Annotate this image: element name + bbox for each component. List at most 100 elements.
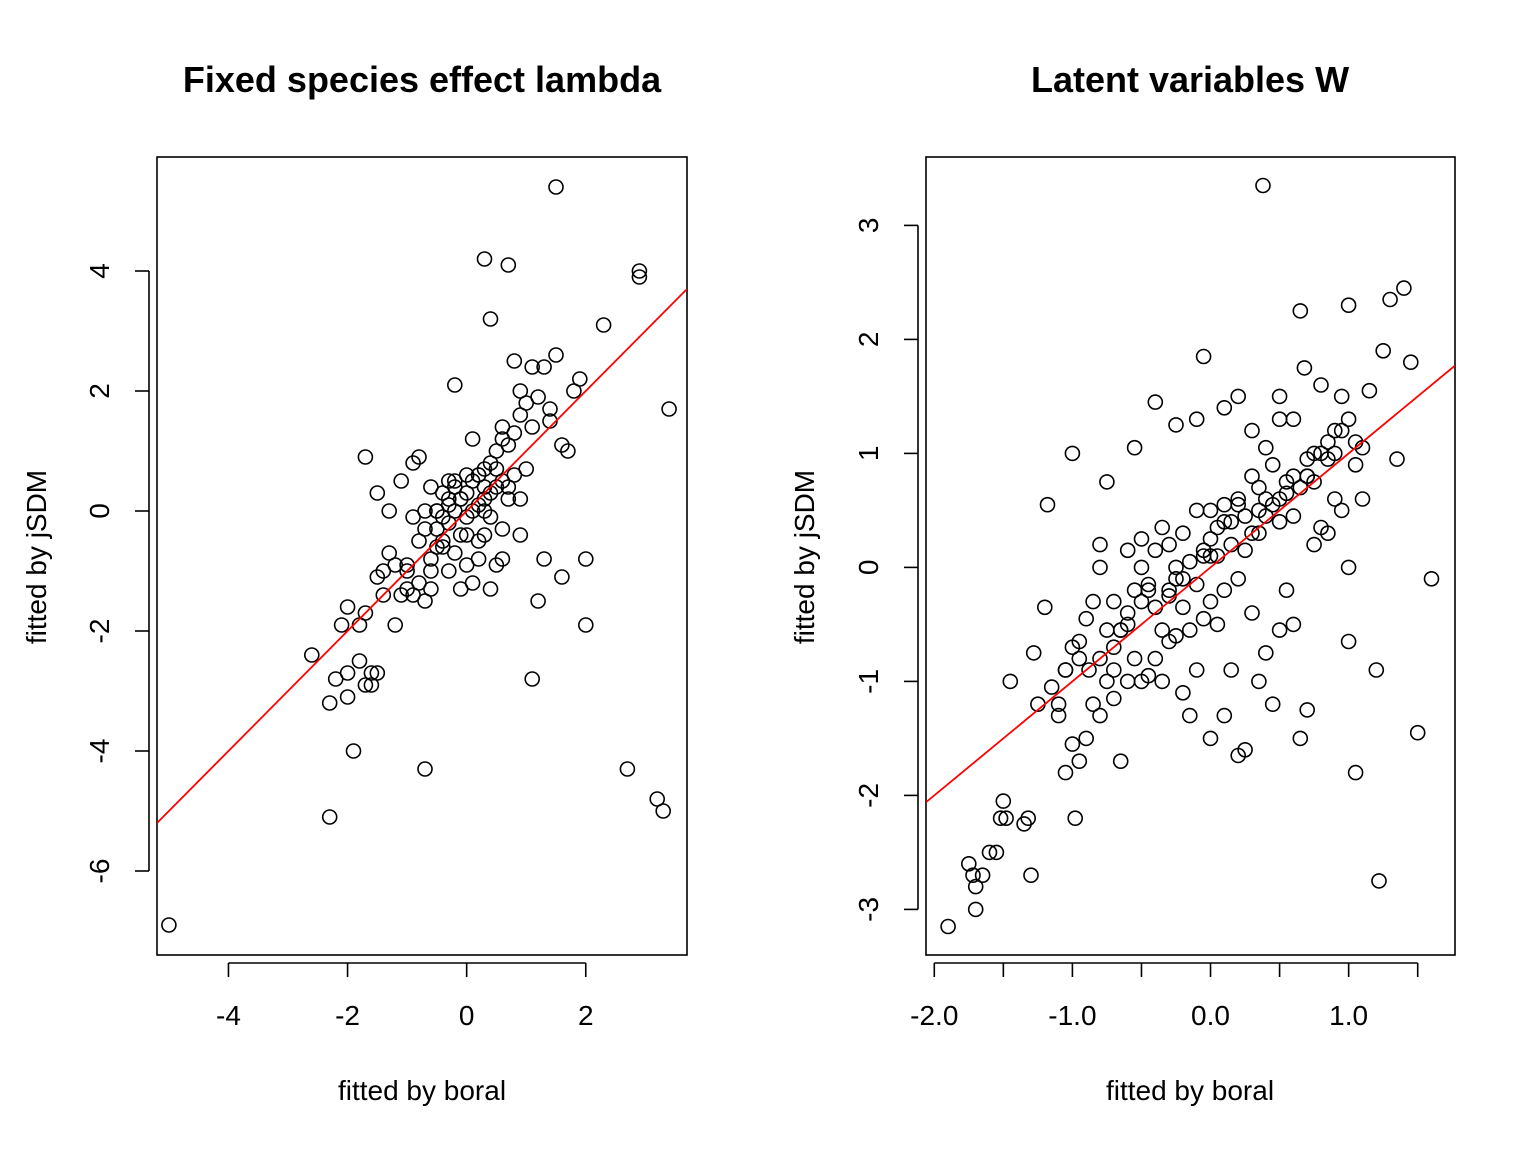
data-point [1285,508,1302,524]
data-point [1078,730,1094,747]
data-point [1333,388,1350,405]
data-point [1299,702,1315,718]
data-point [1161,582,1177,599]
data-point [321,809,338,825]
x-tick-label: -2 [335,1000,360,1031]
panel-latent-variables: Latent variables W fitted by boral fitte… [789,59,1456,1106]
data-point [476,251,493,267]
data-point [411,533,427,549]
reference-line [157,288,687,824]
data-point [1133,531,1150,547]
data-point [1182,622,1198,638]
data-point [1140,576,1157,593]
data-point [1202,730,1219,747]
data-point [548,347,564,363]
y-axis: -3 -2 -1 0 1 2 3 [853,218,919,922]
data-point [452,527,469,543]
y-tick-label: 0 [84,503,115,519]
data-point [1216,707,1233,724]
data-point [500,491,517,507]
data-point [1112,753,1129,770]
data-point [393,473,410,489]
y-tick-label: -1 [853,669,884,694]
data-point [1244,525,1260,542]
x-tick-label: -1.0 [1048,1000,1096,1031]
data-point [1099,673,1115,690]
data-point [619,761,636,777]
y-tick-label: -6 [84,859,115,884]
data-point [405,455,421,471]
data-point [1216,582,1233,599]
data-point [345,743,362,759]
data-point [974,867,991,884]
data-point [1216,496,1233,513]
data-point [960,855,977,872]
data-point [161,917,177,933]
data-point [1085,696,1101,713]
data-point [1085,593,1101,610]
data-point [1230,496,1246,513]
data-point [1168,570,1184,587]
data-point [423,563,439,579]
data-point [1092,536,1108,553]
data-point [1147,542,1164,559]
y-tick-label: 1 [853,446,884,462]
data-point [1147,650,1164,667]
data-point [1175,599,1191,616]
y-axis-label: fitted by jSDM [21,470,52,644]
data-point [530,593,546,609]
data-point [1175,525,1191,542]
data-point [649,791,666,807]
data-point [1230,388,1246,405]
data-point [1237,508,1253,524]
data-point [524,419,541,435]
data-point [1340,633,1357,650]
data-point [1251,673,1267,690]
data-point [1313,377,1329,393]
data-point [566,383,582,399]
data-point [1244,422,1260,439]
data-point [1258,645,1274,661]
y-tick-label: -3 [853,897,884,922]
data-point [482,311,499,327]
data-point [1278,485,1295,502]
data-point [1292,730,1309,747]
data-point [476,503,493,519]
data-point [967,878,984,895]
data-point [1133,593,1150,610]
data-point [434,539,451,555]
data-point [333,617,350,633]
data-point [631,269,648,285]
data-point [1099,474,1115,490]
data-point [500,479,517,495]
data-point [369,485,386,501]
data-point [1389,451,1405,467]
data-point [1230,491,1246,507]
data-point [411,449,427,465]
data-point [357,449,374,465]
data-point [1271,622,1288,638]
data-point [1182,553,1198,570]
data-point [1168,627,1184,644]
data-point [1340,559,1357,576]
data-point [1154,519,1170,536]
data-point [655,803,672,819]
reference-line [926,364,1455,803]
data-point [440,473,457,489]
data-point [1023,867,1039,884]
data-point [1285,616,1302,633]
data-point [1106,593,1122,610]
data-point [1195,610,1212,627]
data-points [940,177,1440,935]
y-tick-label: 3 [853,218,884,234]
data-point [1071,650,1088,667]
y-tick-label: -4 [84,739,115,764]
data-point [577,617,594,633]
data-point [1064,445,1081,462]
data-point [1354,491,1371,507]
x-tick-label: -2.0 [910,1000,958,1031]
data-point [1078,610,1094,627]
data-point [1195,348,1212,365]
data-point [536,359,552,375]
data-point [470,551,487,567]
